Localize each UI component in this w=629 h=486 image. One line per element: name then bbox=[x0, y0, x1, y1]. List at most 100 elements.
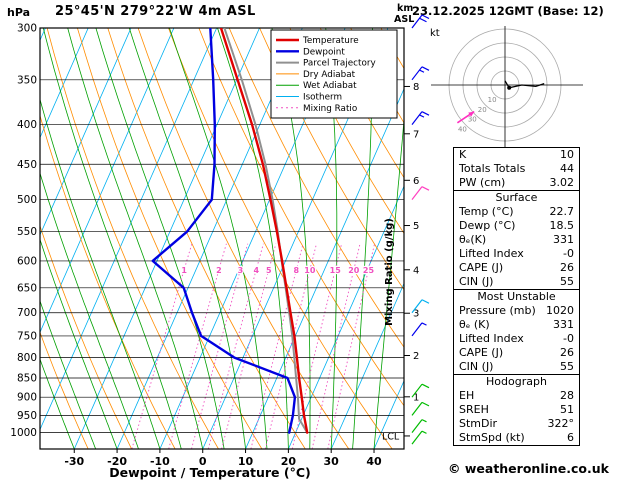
stats-row: Lifted Index -0 bbox=[454, 247, 579, 261]
station-title: 25°45'N 279°22'W 4m ASL bbox=[55, 4, 256, 19]
pressure-tick-label: 900 bbox=[17, 392, 37, 404]
stats-value: 1020 bbox=[546, 304, 574, 317]
stats-label: CIN (J) bbox=[459, 275, 494, 288]
mixing-ratio-label: 2 bbox=[216, 266, 222, 275]
stats-section-header: Most Unstable bbox=[477, 290, 556, 303]
legend-label: Temperature bbox=[302, 36, 359, 46]
pressure-axis-unit: hPa bbox=[7, 6, 31, 19]
temperature-axis: -30 -20 -10 0 10 20 30 40 Dewpoint / Temperature… bbox=[64, 449, 382, 480]
legend-label: Dry Adiabat bbox=[303, 70, 356, 80]
stats-section-header: Surface bbox=[495, 191, 538, 204]
indices-table: K 10 Totals Totals 44 PW (cm) 3.02 Surface Temp… bbox=[453, 147, 580, 446]
altitude-axis-unit-km: km bbox=[397, 3, 414, 14]
hodograph-trace bbox=[504, 80, 545, 89]
stats-label: Totals Totals bbox=[459, 162, 526, 175]
stats-value: 18.5 bbox=[549, 219, 575, 232]
stats-label: StmDir bbox=[459, 417, 498, 430]
stats-value: 51 bbox=[560, 403, 574, 416]
mixing-ratio-label: 10 bbox=[304, 266, 316, 275]
stats-label: θₑ (K) bbox=[459, 318, 490, 331]
temp-tick-label: 20 bbox=[281, 455, 297, 468]
km-tick-label: 4 bbox=[413, 265, 419, 276]
mixing-ratio-label: 1 bbox=[181, 266, 187, 275]
stats-section: K 10 Totals Totals 44 PW (cm) 3.02 bbox=[453, 147, 580, 191]
stats-label: CIN (J) bbox=[459, 360, 494, 373]
stats-row: Lifted Index -0 bbox=[454, 332, 579, 346]
pressure-tick-label: 700 bbox=[17, 307, 37, 319]
km-tick-label: 3 bbox=[413, 309, 419, 320]
stats-section: Most Unstable Pressure (mb) 1020 θₑ (K) 331 L… bbox=[453, 289, 580, 375]
temp-tick-label: 10 bbox=[238, 455, 254, 468]
mixing-ratio-axis-label: Mixing Ratio (g/kg) bbox=[384, 218, 395, 326]
dry-adiabat-lines bbox=[40, 28, 404, 449]
stats-section: Hodograph EH 28 SREH 51 StmDir 322° StmSpd (kt)… bbox=[453, 374, 580, 446]
temp-tick-label: -20 bbox=[107, 455, 127, 468]
stats-value: 26 bbox=[560, 261, 574, 274]
pressure-tick-label: 750 bbox=[17, 330, 37, 342]
pressure-tick-label: 1000 bbox=[10, 427, 37, 439]
profiles bbox=[151, 28, 309, 434]
stats-row: θₑ(K) 331 bbox=[454, 233, 579, 247]
stats-row: Dewp (°C) 18.5 bbox=[454, 219, 579, 233]
stats-value: 22.7 bbox=[549, 205, 575, 218]
stats-label: PW (cm) bbox=[459, 176, 506, 189]
mixing-ratio-label: 8 bbox=[294, 266, 300, 275]
stats-row: SREH 51 bbox=[454, 403, 579, 417]
stats-section: Surface Temp (°C) 22.7 Dewp (°C) 18.5 θₑ(K) 33… bbox=[453, 190, 580, 290]
stats-row: CIN (J) 55 bbox=[454, 275, 579, 289]
mixing-ratio-label: 15 bbox=[330, 266, 342, 275]
pressure-tick-label: 550 bbox=[17, 226, 37, 238]
pressure-tick-label: 350 bbox=[17, 74, 37, 86]
stats-row: Temp (°C) 22.7 bbox=[454, 205, 579, 219]
mixing-ratio-label: 4 bbox=[253, 266, 259, 275]
stats-value: 55 bbox=[560, 275, 574, 288]
stats-label: Dewp (°C) bbox=[459, 219, 516, 232]
stats-section-header: Hodograph bbox=[486, 375, 547, 388]
stats-label: Lifted Index bbox=[459, 247, 524, 260]
stats-value: 322° bbox=[547, 417, 575, 430]
stats-label: θₑ(K) bbox=[459, 233, 487, 246]
stats-value: 28 bbox=[560, 389, 574, 402]
stats-value: 55 bbox=[560, 360, 574, 373]
pressure-tick-label: 500 bbox=[17, 194, 37, 206]
stats-row: EH 28 bbox=[454, 389, 579, 403]
temp-tick-label: -10 bbox=[150, 455, 170, 468]
skewt-diagram: 3003504004505005506006507007508008509009… bbox=[10, 14, 430, 480]
temp-tick-label: -30 bbox=[64, 455, 84, 468]
mixing-ratio-label: 3 bbox=[238, 266, 244, 275]
legend-label: Parcel Trajectory bbox=[303, 59, 376, 69]
stats-value: 6 bbox=[567, 431, 574, 444]
stats-value: -0 bbox=[563, 332, 574, 345]
copyright-text: © weatheronline.co.uk bbox=[448, 461, 609, 476]
altitude-axis: 8 7 6 5 4 3 2 1 bbox=[404, 82, 419, 403]
stats-label: CAPE (J) bbox=[459, 346, 504, 359]
pressure-tick-label: 650 bbox=[17, 282, 37, 294]
temp-tick-label: 30 bbox=[324, 455, 340, 468]
stats-label: StmSpd (kt) bbox=[459, 431, 525, 444]
stats-row: Totals Totals 44 bbox=[454, 162, 579, 176]
mixing-ratio-label: 20 bbox=[348, 266, 360, 275]
pressure-tick-label: 450 bbox=[17, 159, 37, 171]
stats-row: PW (cm) 3.02 bbox=[454, 176, 579, 190]
stats-value: 3.02 bbox=[549, 176, 575, 189]
stats-value: 331 bbox=[553, 233, 574, 246]
background-lines bbox=[40, 28, 404, 449]
storm-motion-marker bbox=[456, 110, 475, 124]
km-tick-label: 8 bbox=[413, 82, 419, 93]
pressure-tick-label: 400 bbox=[17, 119, 37, 131]
hodograph-dot bbox=[507, 85, 512, 90]
stats-value: 44 bbox=[560, 162, 574, 175]
stats-row: Pressure (mb) 1020 bbox=[454, 304, 579, 318]
stats-row: θₑ (K) 331 bbox=[454, 318, 579, 332]
stats-row: StmDir 322° bbox=[454, 417, 579, 431]
stats-label: Temp (°C) bbox=[459, 205, 514, 218]
pressure-tick-label: 850 bbox=[17, 372, 37, 384]
lcl-marker: LCL bbox=[382, 431, 410, 442]
stats-row: CIN (J) 55 bbox=[454, 360, 579, 374]
stats-value: 10 bbox=[560, 148, 574, 161]
hodograph-unit-label: kt bbox=[430, 28, 440, 39]
hodograph-ring-label: 20 bbox=[478, 106, 487, 114]
stats-label: SREH bbox=[459, 403, 489, 416]
